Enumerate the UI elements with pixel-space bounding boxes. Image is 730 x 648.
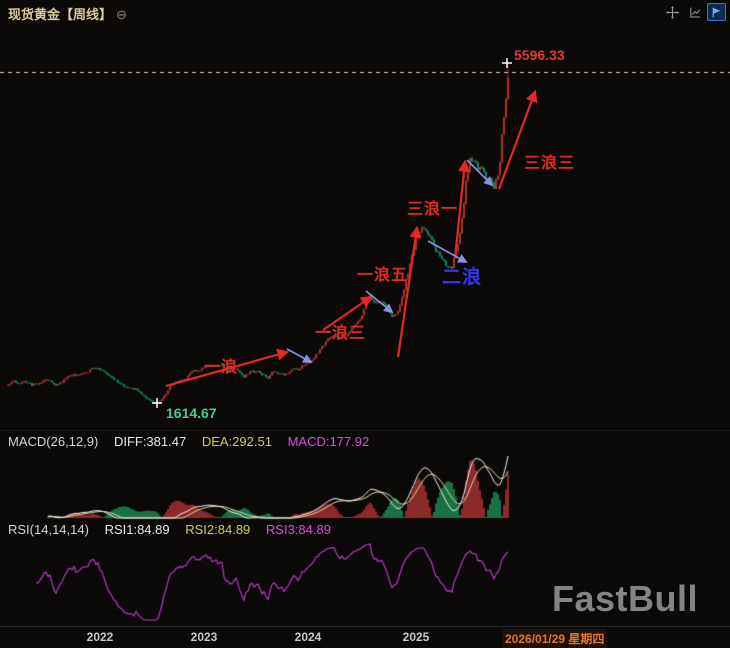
x-axis-label-2024: 2024 bbox=[294, 630, 322, 644]
rsi2-value: RSI2:84.89 bbox=[185, 522, 251, 537]
collapse-pane-icon[interactable]: ⊖ bbox=[116, 7, 127, 22]
high-price-label: 5596.33 bbox=[514, 47, 565, 63]
rsi-indicator-row: RSI(14,14,14) RSI1:84.89 RSI2:84.89 RSI3… bbox=[8, 522, 343, 537]
x-axis-label-2022: 2022 bbox=[86, 630, 114, 644]
rsi1-value: RSI1:84.89 bbox=[104, 522, 170, 537]
wave-label-1-5: 一浪五 bbox=[357, 267, 409, 284]
instrument-title: 现货黄金【周线】 ⊖ bbox=[8, 4, 127, 23]
period-tag: 【周线】 bbox=[60, 7, 113, 22]
macd-indicator-row: MACD(26,12,9) DIFF:381.47 DEA:292.51 MAC… bbox=[8, 434, 381, 449]
crosshair-move-icon[interactable] bbox=[663, 3, 682, 21]
wave-label-3-1: 三浪一 bbox=[407, 201, 459, 218]
x-axis-label-2025: 2025 bbox=[402, 630, 430, 644]
instrument-name: 现货黄金 bbox=[8, 7, 61, 22]
wave-label-2: 二浪 bbox=[442, 267, 483, 288]
macd-macd-value: MACD:177.92 bbox=[287, 434, 370, 449]
low-price-label: 1614.67 bbox=[166, 405, 217, 421]
wave-label-1-3: 一浪三 bbox=[315, 325, 367, 342]
current-date-label: 2026/01/29 星期四 bbox=[502, 629, 608, 648]
rsi-params: RSI(14,14,14) bbox=[8, 522, 89, 537]
axis-scale-icon[interactable] bbox=[685, 3, 704, 21]
macd-params: MACD(26,12,9) bbox=[8, 434, 99, 449]
wave-label-3-3: 三浪三 bbox=[524, 155, 576, 172]
drawing-tools-icon[interactable] bbox=[707, 3, 726, 21]
macd-dea-value: DEA:292.51 bbox=[201, 434, 272, 449]
wave-label-1: 一浪 bbox=[204, 359, 239, 376]
macd-diff-value: DIFF:381.47 bbox=[113, 434, 187, 449]
x-axis-label-2023: 2023 bbox=[190, 630, 218, 644]
rsi3-value: RSI3:84.89 bbox=[265, 522, 331, 537]
fastbull-watermark: FastBull bbox=[552, 578, 699, 619]
chart-toolbar bbox=[663, 3, 726, 21]
